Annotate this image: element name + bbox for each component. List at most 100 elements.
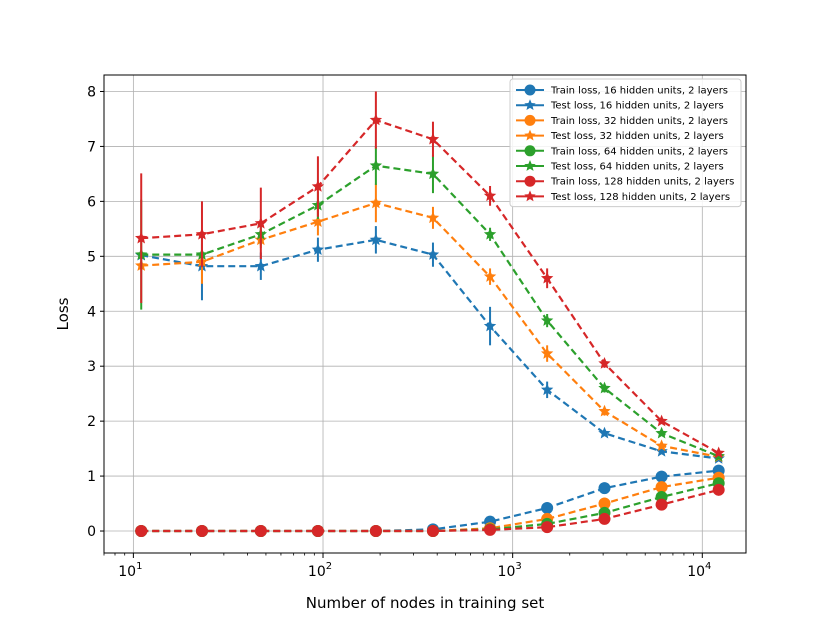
data-point	[598, 426, 611, 439]
y-tick-label: 4	[87, 304, 96, 320]
y-tick-label: 6	[87, 194, 96, 210]
data-point	[712, 483, 725, 496]
data-point	[540, 271, 554, 284]
legend-label: Test loss, 64 hidden units, 2 layers	[550, 162, 724, 173]
x-tick-label: 102	[308, 561, 332, 580]
data-point	[311, 180, 325, 192]
series-2	[135, 226, 725, 464]
data-point	[483, 227, 497, 240]
data-point	[598, 482, 611, 495]
data-point	[712, 446, 725, 459]
data-point	[524, 160, 536, 171]
data-point	[655, 470, 668, 483]
data-point	[655, 481, 668, 494]
legend-label: Test loss, 16 hidden units, 2 layers	[550, 101, 724, 112]
x-axis-label: Number of nodes in training set	[306, 594, 545, 612]
data-point	[524, 114, 536, 126]
data-point	[254, 525, 267, 538]
x-tick-label: 104	[687, 561, 711, 580]
legend-label: Test loss, 32 hidden units, 2 layers	[550, 131, 724, 142]
y-tick-label: 0	[87, 524, 96, 540]
data-point	[598, 381, 611, 394]
data-point	[524, 175, 536, 187]
data-point	[524, 99, 536, 111]
data-point	[369, 196, 383, 209]
y-tick-label: 1	[87, 469, 96, 485]
data-point	[195, 525, 208, 538]
series-line	[141, 118, 720, 454]
data-point	[655, 444, 668, 457]
x-tick-label: 101	[118, 561, 142, 580]
data-point	[524, 84, 536, 96]
data-point	[426, 525, 439, 538]
data-point	[598, 512, 611, 525]
y-tick-label: 7	[87, 139, 96, 155]
data-point	[655, 426, 668, 439]
data-point	[195, 227, 209, 240]
data-point	[655, 498, 668, 511]
data-point	[369, 233, 383, 246]
data-point	[484, 523, 497, 536]
legend-entry: Train loss, 128 hidden units, 2 layers	[516, 175, 734, 188]
legend-entry: Train loss, 16 hidden units, 2 layers	[516, 84, 728, 97]
legend-entry: Train loss, 32 hidden units, 2 layers	[516, 114, 728, 127]
y-tick-label: 8	[87, 84, 96, 100]
legend-entry: Test loss, 128 hidden units, 2 layers	[516, 190, 730, 203]
data-point	[369, 113, 383, 126]
data-point	[426, 211, 440, 224]
data-point	[254, 216, 268, 229]
data-point	[598, 356, 611, 369]
data-point	[598, 404, 611, 417]
data-point	[254, 259, 268, 272]
data-point	[426, 248, 440, 260]
legend-box	[509, 78, 742, 208]
x-tick-label: 103	[498, 561, 522, 580]
legend-label: Train loss, 16 hidden units, 2 layers	[550, 86, 728, 97]
data-point	[540, 383, 554, 396]
data-point	[311, 525, 324, 538]
legend-entry: Test loss, 32 hidden units, 2 layers	[516, 129, 724, 142]
series-line	[141, 469, 719, 533]
legend-label: Train loss, 32 hidden units, 2 layers	[550, 116, 728, 127]
data-point	[426, 167, 440, 180]
axes-frame	[103, 74, 747, 554]
legend-label: Test loss, 128 hidden units, 2 layers	[550, 192, 730, 203]
data-point	[369, 525, 382, 538]
data-point	[655, 439, 668, 452]
series-line	[141, 482, 719, 533]
data-point	[426, 132, 440, 145]
series-line	[141, 476, 719, 533]
data-point	[540, 314, 554, 326]
y-tick-label: 5	[87, 249, 96, 265]
legend-entry: Test loss, 64 hidden units, 2 layers	[516, 160, 724, 173]
data-point	[541, 501, 554, 514]
data-point	[483, 319, 497, 332]
data-point	[311, 215, 325, 227]
data-point	[311, 243, 325, 255]
series-4	[135, 183, 725, 463]
data-point	[524, 145, 536, 157]
legend-entry: Test loss, 16 hidden units, 2 layers	[516, 99, 724, 112]
data-point	[524, 129, 536, 141]
legend-entry: Train loss, 64 hidden units, 2 layers	[516, 145, 728, 157]
legend-label: Train loss, 64 hidden units, 2 layers	[550, 146, 728, 157]
data-point	[540, 347, 554, 359]
axis-ticks: 0 1 2 3 4 5 6 7 8 101 102 103 104	[87, 84, 711, 580]
data-point	[135, 231, 148, 244]
legend-label: Train loss, 128 hidden units, 2 layers	[550, 177, 734, 188]
data-point	[655, 414, 668, 427]
y-tick-label: 3	[87, 359, 96, 375]
y-tick-label: 2	[87, 414, 96, 430]
data-point	[369, 159, 383, 171]
data-point	[483, 189, 497, 202]
series-line	[141, 238, 719, 460]
data-point	[524, 190, 536, 202]
data-point	[135, 525, 148, 538]
series-line	[141, 201, 719, 458]
series-7	[135, 483, 725, 538]
data-point	[598, 497, 611, 510]
y-axis-label: Loss	[54, 297, 72, 330]
data-point	[541, 521, 554, 534]
legend: Train loss, 16 hidden units, 2 layers Tes…	[509, 78, 742, 208]
